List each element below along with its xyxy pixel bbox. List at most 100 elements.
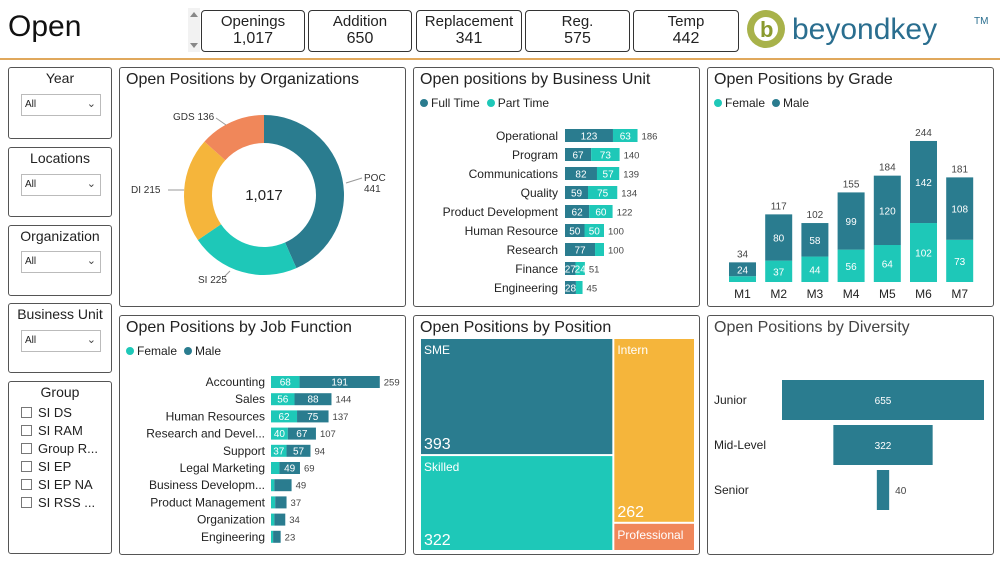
bar-segment [271,513,275,526]
column-segment-label: 37 [773,267,785,278]
select-value: All [25,335,37,346]
category-label: Organization [197,513,265,527]
funnel-category-label: Mid-Level [714,438,766,452]
treemap-tile-value: 262 [617,504,644,521]
column-segment [910,223,937,282]
panel-position: Open Positions by Position SME 393 Skilled… [413,315,700,555]
legend-dot-icon [420,99,428,107]
bar-segment [299,376,380,388]
panel-business-unit: Open positions by Business Unit Full Tim… [413,67,700,307]
panel-title: Open Positions by Job Function [126,319,352,336]
category-label: Legal Marketing [180,461,265,475]
bar-segment [589,205,613,218]
slice-label-poc-name: POC [364,173,386,184]
bar-segment [274,513,286,526]
bar-total-label: 45 [587,284,598,295]
x-tick-label: M4 [843,287,860,301]
bar-total-label: 107 [320,429,336,440]
checkbox-icon[interactable] [21,478,32,490]
kpi-scroll-control[interactable] [188,8,200,52]
bar-segment [294,393,332,406]
panel-title: Open Positions by Organizations [126,71,360,88]
x-tick-label: M5 [879,287,896,301]
label-leader-line [215,117,227,126]
bar-segment-label: 73 [600,151,612,162]
group-option[interactable]: SI DS [9,403,111,421]
treemap-tile-skilled [421,456,613,550]
category-label: Finance [515,262,558,276]
group-option[interactable]: SI RSS ... [9,493,111,511]
column-segment-label: 142 [915,178,932,189]
checkbox-icon[interactable] [21,496,32,508]
column-segment-label: 58 [809,236,821,247]
bar-segment [287,427,316,440]
category-label: Quality [521,186,558,200]
diversity-funnel-chart: Junior 655 Mid-Level 322 Senior 40 [714,380,984,510]
group-option[interactable]: SI EP [9,457,111,475]
bar-segment [274,479,292,492]
group-option[interactable]: Group R... [9,439,111,457]
scroll-up-icon[interactable] [190,12,198,17]
column-segment-label: 44 [809,265,821,276]
category-label: Product Management [150,495,265,509]
bar-total-label: 94 [314,446,325,457]
bar-total-label: 100 [608,246,624,257]
treemap-tile-name: SME [424,343,450,357]
kpi-value: 442 [672,30,700,47]
bar-total-label: 49 [296,481,307,492]
column-segment [801,256,829,282]
bar-segment-label: 50 [569,227,581,238]
position-treemap: SME 393 Skilled 322 Intern 262 Professional [421,339,694,550]
donut-center-label: 1,017 [245,187,283,204]
bar-segment-label: 56 [277,395,289,406]
column-segment [801,223,829,257]
column-segment-label: 120 [879,206,896,217]
kpi-value: 1,017 [232,30,274,47]
checkbox-icon[interactable] [21,424,32,436]
organization-select[interactable]: All ⌄ [21,251,101,273]
funnel-bar [876,470,890,510]
bar-segment-label: 37 [273,446,285,457]
chevron-down-icon: ⌄ [86,178,96,190]
legend-dot-icon [772,99,781,107]
kpi-card-addition: Addition 650 [308,10,412,52]
checkbox-icon[interactable] [21,442,32,454]
kpi-card-replacement: Replacement 341 [416,10,522,52]
bar-total-label: 23 [285,532,296,543]
donut-slice-poc [264,115,344,269]
bar-segment [565,129,613,142]
bar-segment [565,224,585,237]
checkbox-icon[interactable] [21,406,32,418]
year-select[interactable]: All ⌄ [21,94,101,116]
category-label: Program [512,148,558,162]
bar-segment [279,462,300,474]
bar-segment [575,262,585,275]
column-segment [873,175,901,246]
group-option[interactable]: SI EP NA [9,475,111,493]
column-segment [946,177,974,240]
treemap-tile-name: Professional [617,528,683,542]
checkbox-icon[interactable] [21,460,32,472]
filter-label: Locations [30,150,90,166]
funnel-category-label: Senior [714,483,749,497]
column-total-label: 34 [737,249,749,260]
column-segment [910,140,937,224]
funnel-value-label: 322 [875,441,892,452]
category-label: Business Developm... [149,478,265,492]
category-label: Accounting [206,375,265,389]
column-segment-label: 99 [846,217,858,228]
business-unit-select[interactable]: All ⌄ [21,330,101,352]
bar-segment-label: 88 [307,395,319,406]
category-label: Research and Devel... [146,427,265,441]
bar-total-label: 139 [623,170,639,181]
locations-select[interactable]: All ⌄ [21,174,101,196]
scroll-down-icon[interactable] [190,43,198,48]
slice-label-si: SI 225 [198,275,227,286]
bar-segment-label: 75 [597,189,609,200]
column-segment-label: 108 [951,205,968,216]
column-total-label: 244 [915,128,932,139]
chevron-down-icon: ⌄ [86,334,96,346]
panel-title: Open positions by Business Unit [420,71,651,88]
group-option[interactable]: SI RAM [9,421,111,439]
bar-segment [584,224,604,237]
